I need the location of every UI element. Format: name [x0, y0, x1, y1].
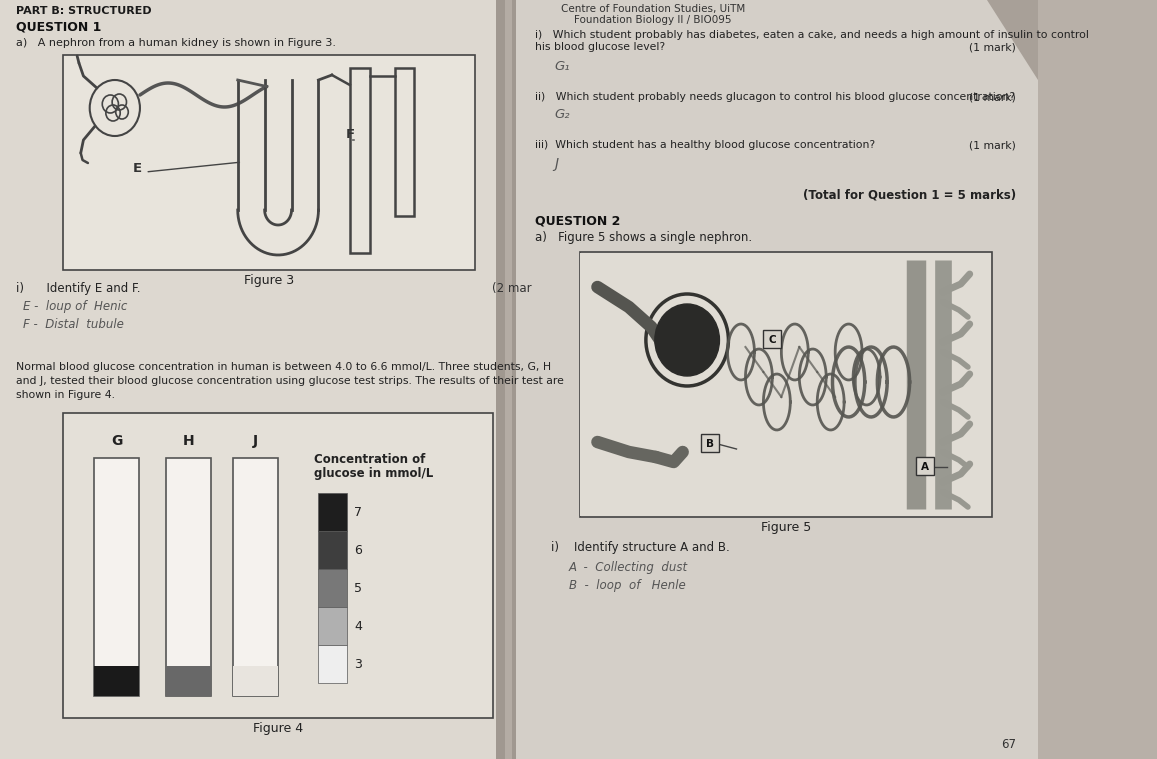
Text: PART B: STRUCTURED: PART B: STRUCTURED [16, 6, 152, 16]
Text: Figure 3: Figure 3 [244, 274, 294, 287]
Bar [165, 458, 211, 696]
Text: glucose in mmol/L: glucose in mmol/L [314, 467, 433, 480]
Text: A  -  Collecting  dust: A - Collecting dust [569, 561, 688, 574]
FancyBboxPatch shape [764, 330, 781, 348]
Text: G₂: G₂ [554, 108, 570, 121]
Text: E: E [133, 162, 142, 175]
Polygon shape [987, 0, 1038, 80]
Bar [581, 253, 992, 516]
Bar [580, 252, 993, 517]
Text: (1 mark): (1 mark) [970, 42, 1016, 52]
Bar [234, 458, 278, 696]
Text: Figure 4: Figure 4 [253, 722, 303, 735]
Text: C: C [768, 335, 776, 345]
Text: i)    Identify structure A and B.: i) Identify structure A and B. [551, 541, 730, 554]
Bar [94, 458, 139, 696]
Text: E -  loup of  Henic: E - loup of Henic [23, 300, 127, 313]
Text: and J, tested their blood glucose concentration using glucose test strips. The r: and J, tested their blood glucose concen… [16, 376, 563, 386]
Text: J: J [554, 157, 559, 171]
Bar [318, 569, 347, 607]
Bar [349, 68, 369, 253]
Text: B: B [706, 439, 714, 449]
Text: Normal blood glucose concentration in human is between 4.0 to 6.6 mmol/L. Three : Normal blood glucose concentration in hu… [16, 362, 551, 372]
Text: Figure 5: Figure 5 [760, 521, 811, 534]
Text: F: F [346, 128, 354, 141]
Text: F -  Distal  tubule: F - Distal tubule [23, 318, 124, 331]
Text: QUESTION 1: QUESTION 1 [16, 20, 102, 33]
Text: Foundation Biology II / BIO095: Foundation Biology II / BIO095 [574, 15, 732, 25]
Bar [318, 607, 347, 645]
Text: (Total for Question 1 = 5 marks): (Total for Question 1 = 5 marks) [803, 188, 1016, 201]
Text: ii)   Which student probably needs glucagon to control his blood glucose concent: ii) Which student probably needs glucago… [535, 92, 1015, 102]
Text: (2 mar: (2 mar [492, 282, 531, 295]
Bar [318, 493, 347, 531]
Text: i)      Identify E and F.: i) Identify E and F. [16, 282, 141, 295]
Text: a)   A nephron from a human kidney is shown in Figure 3.: a) A nephron from a human kidney is show… [16, 38, 337, 48]
Text: 4: 4 [354, 619, 362, 632]
Text: shown in Figure 4.: shown in Figure 4. [16, 390, 116, 400]
Bar [0, 0, 511, 759]
FancyBboxPatch shape [701, 434, 718, 452]
Bar [234, 666, 278, 696]
Text: his blood glucose level?: his blood glucose level? [535, 42, 665, 52]
Text: (1 mark): (1 mark) [970, 140, 1016, 150]
Bar [62, 55, 476, 270]
Text: a)   Figure 5 shows a single nephron.: a) Figure 5 shows a single nephron. [535, 231, 752, 244]
Text: A: A [921, 462, 929, 472]
Bar [507, 0, 1038, 759]
Text: iii)  Which student has a healthy blood glucose concentration?: iii) Which student has a healthy blood g… [535, 140, 875, 150]
Text: 3: 3 [354, 657, 362, 670]
Text: Concentration of: Concentration of [314, 453, 426, 466]
Bar [496, 0, 516, 759]
Bar [318, 645, 347, 683]
Text: 6: 6 [354, 543, 362, 556]
Circle shape [655, 304, 720, 376]
Text: J: J [253, 434, 258, 448]
Bar [62, 413, 493, 718]
Text: i)   Which student probably has diabetes, eaten a cake, and needs a high amount : i) Which student probably has diabetes, … [535, 30, 1089, 40]
Text: QUESTION 2: QUESTION 2 [535, 215, 620, 228]
Text: 7: 7 [354, 505, 362, 518]
Text: G: G [111, 434, 123, 448]
FancyBboxPatch shape [916, 457, 934, 475]
Bar [165, 666, 211, 696]
Bar [94, 666, 139, 696]
Text: B  -  loop  of   Henle: B - loop of Henle [569, 579, 685, 592]
Bar [318, 531, 347, 569]
Text: H: H [183, 434, 194, 448]
Text: Centre of Foundation Studies, UiTM: Centre of Foundation Studies, UiTM [561, 4, 745, 14]
Bar [506, 0, 513, 759]
Bar [395, 68, 414, 216]
Text: (1 mark): (1 mark) [970, 92, 1016, 102]
Text: G₁: G₁ [554, 60, 570, 73]
Text: 67: 67 [1001, 738, 1016, 751]
Text: 5: 5 [354, 581, 362, 594]
